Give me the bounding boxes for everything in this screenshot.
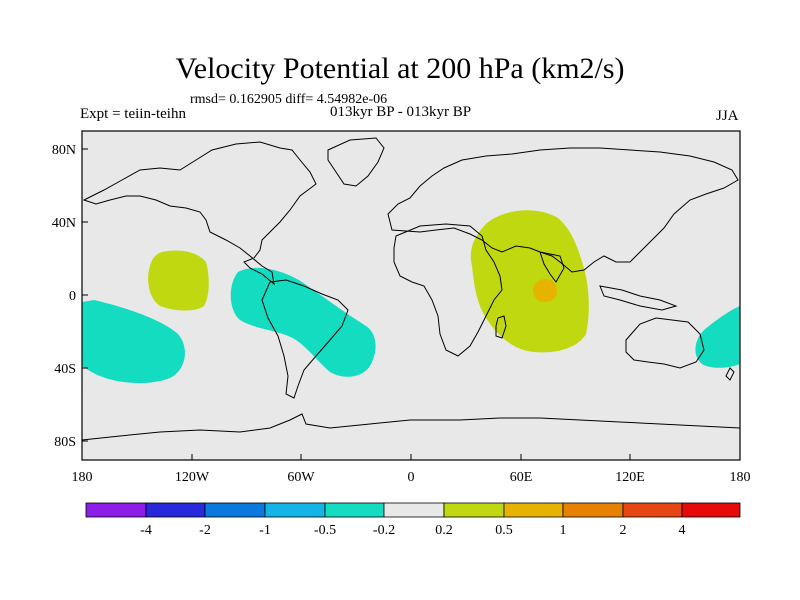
colorbar-label: 0.2	[435, 523, 453, 538]
colorbar: -4 -2 -1 -0.5 -0.2 0.2 0.5 1 2 4	[85, 502, 741, 538]
coastline-india	[539, 251, 565, 283]
longitude-axis: 180 120W 60W 0 60E 120E 180	[72, 454, 751, 485]
coastline-maritime-continent	[599, 285, 678, 311]
lon-tick-label: 60E	[510, 470, 533, 485]
central-pacific-positive-region	[148, 250, 209, 311]
colorbar-label: 0.5	[495, 523, 513, 538]
colorbar-label: 2	[620, 523, 627, 538]
colorbar-label: 1	[560, 523, 567, 538]
period-label: 013kyr BP - 013kyr BP	[330, 104, 472, 120]
experiment-label: Expt = teiin-teihn	[80, 106, 186, 122]
colorbar-label: -0.2	[373, 523, 395, 538]
stats-line: rmsd= 0.162905 diff= 4.54982e-06	[190, 92, 388, 107]
colorbar-box	[443, 502, 505, 518]
lat-tick-label: 80N	[52, 143, 76, 158]
coastline-australia	[625, 317, 705, 369]
anomaly-layer	[82, 137, 740, 441]
plot-title: Velocity Potential at 200 hPa (km2/s)	[175, 52, 625, 85]
coastline-greenland	[327, 137, 385, 187]
coastline-madagascar	[495, 315, 507, 339]
lon-tick-label: 180	[730, 470, 751, 485]
indian-ocean-peak-region	[533, 279, 557, 302]
south-pacific-negative-region	[82, 300, 185, 384]
colorbar-box	[503, 502, 564, 518]
colorbar-box	[264, 502, 326, 518]
colorbar-box	[204, 502, 266, 518]
coastlines	[82, 137, 740, 441]
season-label: JJA	[716, 108, 739, 124]
south-america-negative-region	[230, 267, 376, 377]
colorbar-box	[622, 502, 683, 518]
colorbar-box	[383, 502, 445, 518]
coastline-new-zealand	[725, 367, 735, 381]
lon-tick-label: 120E	[615, 470, 645, 485]
lon-tick-label: 60W	[287, 470, 315, 485]
coastline-antarctica	[82, 413, 740, 441]
coastline-north-america	[82, 141, 317, 286]
colorbar-box	[85, 502, 147, 518]
lon-tick-label: 120W	[175, 470, 210, 485]
latitude-axis: 80N 40N 0 40S 80S	[52, 143, 88, 450]
coastline-south-america	[261, 279, 349, 399]
lat-tick-label: 80S	[54, 435, 76, 450]
coastline-eurasia	[387, 147, 739, 273]
colorbar-box	[145, 502, 206, 518]
colorbar-box	[562, 502, 624, 518]
lon-tick-label: 180	[72, 470, 93, 485]
colorbar-label: -4	[140, 523, 152, 538]
colorbar-label: -2	[199, 523, 211, 538]
lat-tick-label: 40N	[52, 216, 76, 231]
lat-tick-label: 0	[69, 289, 76, 304]
coastline-africa	[393, 223, 503, 357]
colorbar-box	[324, 502, 385, 518]
colorbar-label: 4	[679, 523, 686, 538]
lat-tick-label: 40S	[54, 362, 76, 377]
australia-pacific-negative-region	[695, 306, 740, 368]
lon-tick-label: 0	[408, 470, 415, 485]
colorbar-box	[681, 502, 741, 518]
colorbar-label: -0.5	[314, 523, 336, 538]
colorbar-label: -1	[259, 523, 271, 538]
